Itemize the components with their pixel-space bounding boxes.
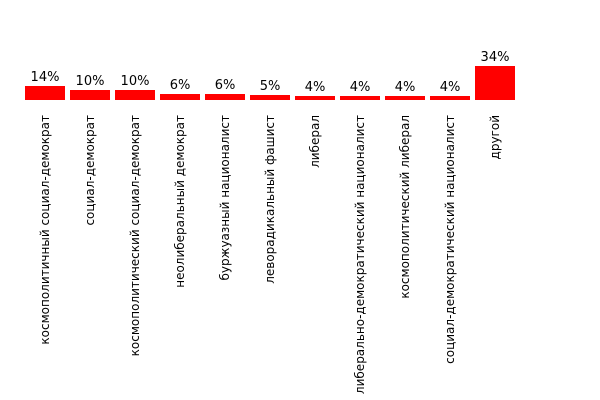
value-label: 4% [440,80,461,95]
value-label: 4% [395,80,416,95]
category-label: другой [488,115,502,159]
category-label: космополитичный социал-демократ [38,115,52,345]
value-label: 6% [170,78,191,93]
category-label: космополитический либерал [398,115,412,299]
value-label: 5% [260,79,281,94]
bar [70,90,110,100]
value-label: 4% [305,80,326,95]
bar [25,86,65,100]
category-label: социал-демократический националист [443,115,457,364]
bar [250,95,290,100]
value-label: 10% [121,74,150,89]
value-label: 34% [481,50,510,65]
bar [430,96,470,100]
category-label: либерал [308,115,322,168]
value-label: 6% [215,78,236,93]
value-label: 14% [31,70,60,85]
bar [205,94,245,100]
category-label: леворадикальный фашист [263,115,277,284]
category-label: неолиберальный демократ [173,115,187,288]
bar [115,90,155,100]
bar [295,96,335,100]
category-label: социал-демократ [83,115,97,226]
bar [340,96,380,100]
bar [475,66,515,100]
bar [385,96,425,100]
value-label: 4% [350,80,371,95]
category-label: космополитический социал-демократ [128,115,142,356]
bar [160,94,200,100]
value-label: 10% [76,74,105,89]
category-label: либерально-демократический националист [353,115,367,394]
category-label: буржуазный националист [218,115,232,280]
